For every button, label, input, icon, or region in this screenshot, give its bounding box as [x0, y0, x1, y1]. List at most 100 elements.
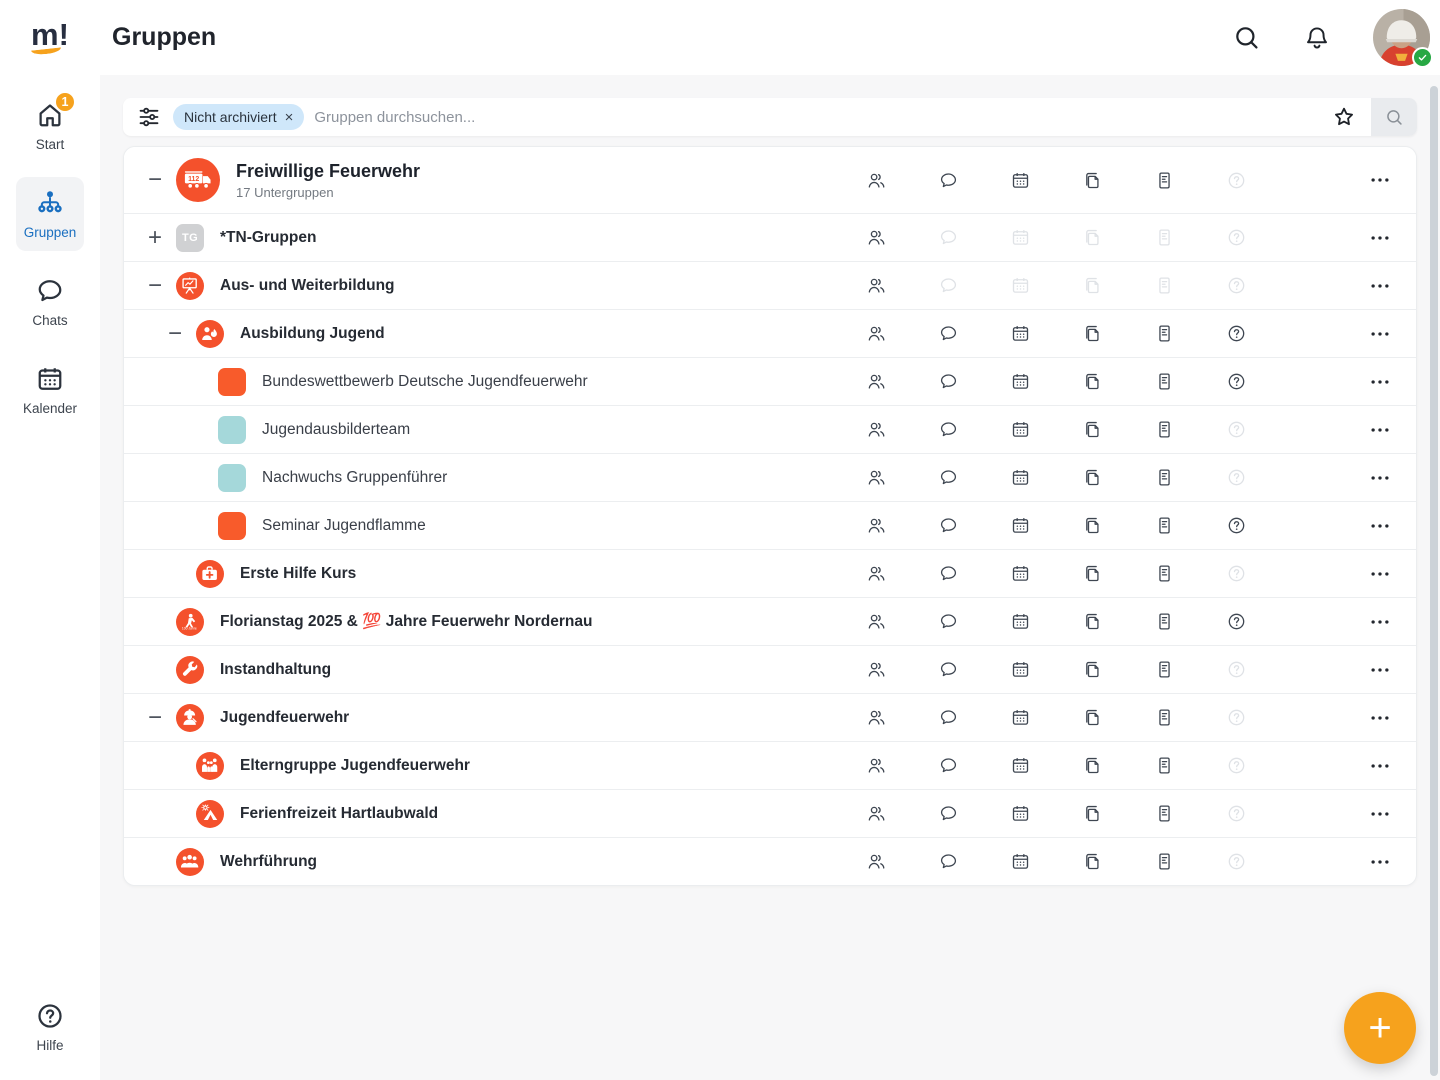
copy-icon[interactable] [1056, 611, 1128, 632]
help-icon[interactable] [1200, 323, 1272, 344]
members-icon[interactable] [840, 275, 912, 296]
members-icon[interactable] [840, 611, 912, 632]
members-icon[interactable] [840, 323, 912, 344]
copy-icon[interactable] [1056, 803, 1128, 824]
help-icon[interactable] [1200, 515, 1272, 536]
copy-icon[interactable] [1056, 659, 1128, 680]
chat-icon[interactable] [912, 563, 984, 584]
copy-icon[interactable] [1056, 707, 1128, 728]
members-icon[interactable] [840, 515, 912, 536]
help-icon[interactable] [1200, 371, 1272, 392]
add-group-button[interactable]: + [1344, 992, 1416, 1064]
copy-icon[interactable] [1056, 755, 1128, 776]
calendar-icon[interactable] [984, 371, 1056, 392]
notes-icon[interactable] [1128, 170, 1200, 191]
group-row[interactable]: Instandhaltung [124, 645, 1416, 693]
notes-icon[interactable] [1128, 851, 1200, 872]
group-row[interactable]: − Jugendfeuerwehr [124, 693, 1416, 741]
sidebar-item-start[interactable]: 1 Start [16, 89, 84, 163]
collapse-toggle[interactable]: − [167, 319, 182, 347]
group-row[interactable]: Wehrführung [124, 837, 1416, 885]
notes-icon[interactable] [1128, 659, 1200, 680]
calendar-icon[interactable] [984, 563, 1056, 584]
group-row[interactable]: Ferienfreizeit Hartlaubwald [124, 789, 1416, 837]
notes-icon[interactable] [1128, 419, 1200, 440]
members-icon[interactable] [840, 755, 912, 776]
chat-icon[interactable] [912, 803, 984, 824]
more-options-button[interactable] [1344, 755, 1416, 777]
more-options-button[interactable] [1344, 659, 1416, 681]
calendar-icon[interactable] [984, 323, 1056, 344]
copy-icon[interactable] [1056, 419, 1128, 440]
chat-icon[interactable] [912, 323, 984, 344]
calendar-icon[interactable] [984, 611, 1056, 632]
calendar-icon[interactable] [984, 659, 1056, 680]
more-options-button[interactable] [1344, 275, 1416, 297]
copy-icon[interactable] [1056, 323, 1128, 344]
more-options-button[interactable] [1344, 323, 1416, 345]
copy-icon[interactable] [1056, 563, 1128, 584]
copy-icon[interactable] [1056, 851, 1128, 872]
members-icon[interactable] [840, 707, 912, 728]
more-options-button[interactable] [1344, 515, 1416, 537]
help-icon[interactable] [1200, 611, 1272, 632]
members-icon[interactable] [840, 851, 912, 872]
members-icon[interactable] [840, 419, 912, 440]
copy-icon[interactable] [1056, 170, 1128, 191]
members-icon[interactable] [840, 227, 912, 248]
chat-icon[interactable] [912, 515, 984, 536]
group-row[interactable]: Florianstag 2025 & 💯 Jahre Feuerwehr Nor… [124, 597, 1416, 645]
sidebar-item-kalender[interactable]: Kalender [16, 353, 84, 427]
filter-sliders-icon[interactable] [137, 105, 161, 129]
members-icon[interactable] [840, 467, 912, 488]
more-options-button[interactable] [1344, 371, 1416, 393]
calendar-icon[interactable] [984, 755, 1056, 776]
collapse-toggle[interactable]: − [147, 703, 162, 731]
group-row[interactable]: Erste Hilfe Kurs [124, 549, 1416, 597]
more-options-button[interactable] [1344, 707, 1416, 729]
scrollbar[interactable] [1430, 86, 1438, 1076]
members-icon[interactable] [840, 803, 912, 824]
group-row[interactable]: − Aus- und Weiterbildung [124, 261, 1416, 309]
chat-icon[interactable] [912, 851, 984, 872]
members-icon[interactable] [840, 563, 912, 584]
members-icon[interactable] [840, 371, 912, 392]
chat-icon[interactable] [912, 755, 984, 776]
calendar-icon[interactable] [984, 707, 1056, 728]
members-icon[interactable] [840, 170, 912, 191]
search-submit-button[interactable] [1371, 98, 1417, 136]
group-row[interactable]: Seminar Jugendflamme [124, 501, 1416, 549]
more-options-button[interactable] [1344, 419, 1416, 441]
more-options-button[interactable] [1344, 803, 1416, 825]
more-options-button[interactable] [1344, 467, 1416, 489]
copy-icon[interactable] [1056, 515, 1128, 536]
notes-icon[interactable] [1128, 467, 1200, 488]
chat-icon[interactable] [912, 659, 984, 680]
search-input[interactable] [304, 108, 1332, 126]
more-options-button[interactable] [1344, 169, 1416, 191]
sidebar-item-hilfe[interactable]: Hilfe [16, 990, 84, 1064]
chat-icon[interactable] [912, 467, 984, 488]
filter-chip[interactable]: Nicht archiviert × [173, 104, 305, 130]
group-row[interactable]: − Ausbildung Jugend [124, 309, 1416, 357]
group-row[interactable]: Bundeswettbewerb Deutsche Jugendfeuerweh… [124, 357, 1416, 405]
notes-icon[interactable] [1128, 371, 1200, 392]
app-logo[interactable]: m! [0, 19, 100, 56]
notes-icon[interactable] [1128, 707, 1200, 728]
group-row[interactable]: Nachwuchs Gruppenführer [124, 453, 1416, 501]
calendar-icon[interactable] [984, 467, 1056, 488]
calendar-icon[interactable] [984, 419, 1056, 440]
group-row[interactable]: − Freiwillige Feuerwehr 17 Untergruppen [124, 147, 1416, 213]
chat-icon[interactable] [912, 611, 984, 632]
sidebar-item-gruppen[interactable]: Gruppen [16, 177, 84, 251]
more-options-button[interactable] [1344, 227, 1416, 249]
notes-icon[interactable] [1128, 755, 1200, 776]
collapse-toggle[interactable]: − [147, 166, 162, 193]
calendar-icon[interactable] [984, 803, 1056, 824]
collapse-toggle[interactable]: − [147, 271, 162, 299]
copy-icon[interactable] [1056, 467, 1128, 488]
search-icon[interactable] [1233, 24, 1261, 52]
expand-toggle[interactable]: + [147, 223, 162, 251]
chip-remove-icon[interactable]: × [284, 108, 294, 126]
chat-icon[interactable] [912, 170, 984, 191]
